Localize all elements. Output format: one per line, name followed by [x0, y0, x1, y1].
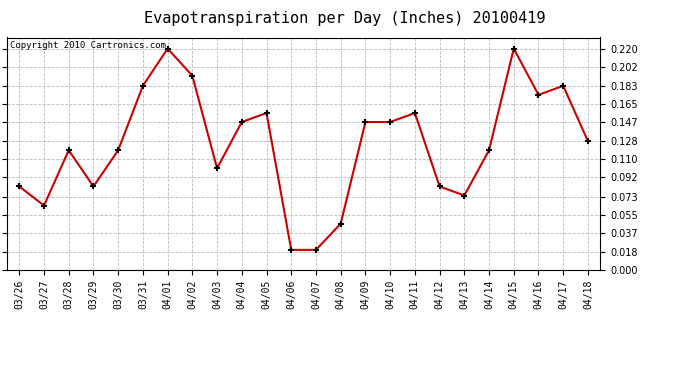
Text: Copyright 2010 Cartronics.com: Copyright 2010 Cartronics.com	[10, 41, 166, 50]
Text: Evapotranspiration per Day (Inches) 20100419: Evapotranspiration per Day (Inches) 2010…	[144, 11, 546, 26]
